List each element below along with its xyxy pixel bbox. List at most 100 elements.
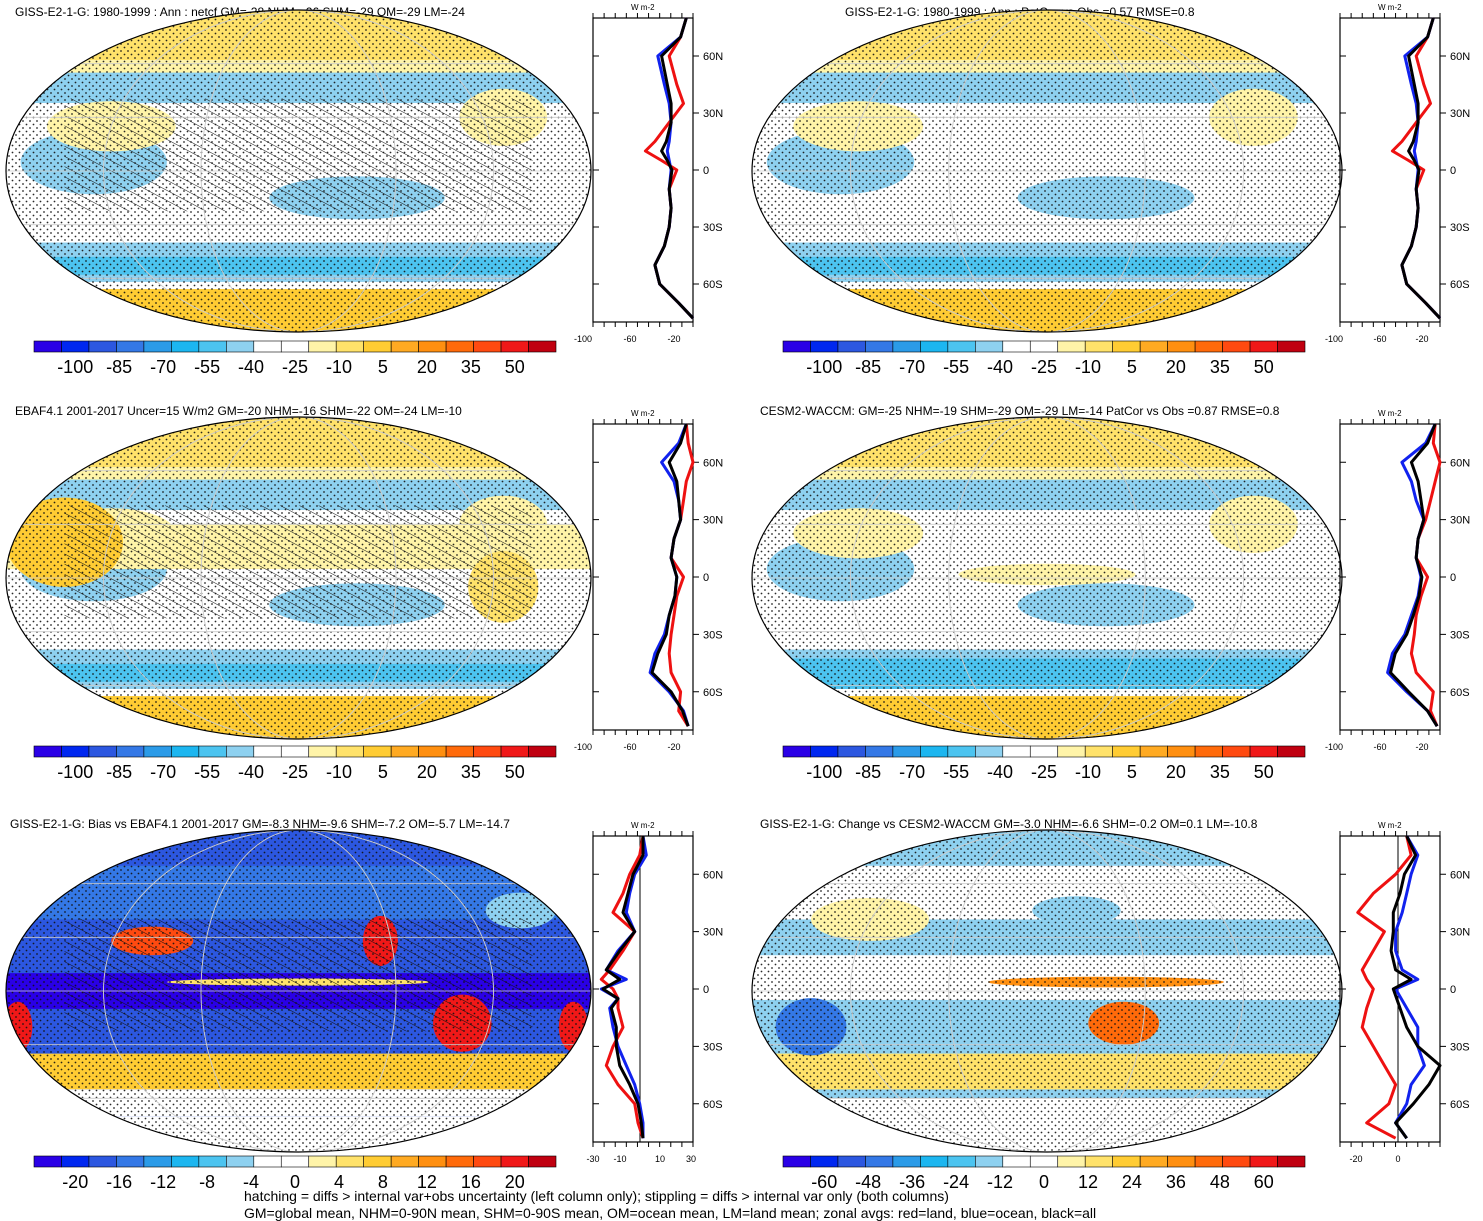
zonal-y-tick: 0 bbox=[703, 984, 709, 996]
colorbar-swatch bbox=[308, 745, 337, 758]
zonal-x-tick: -60 bbox=[1373, 334, 1386, 344]
colorbar-label: 50 bbox=[1254, 357, 1274, 377]
zonal-x-tick: -20 bbox=[667, 742, 680, 752]
colorbar-label: 35 bbox=[461, 762, 481, 782]
colorbar-swatch bbox=[1194, 340, 1223, 353]
zonal-x-tick: -100 bbox=[574, 334, 592, 344]
zonal-series-black bbox=[601, 836, 645, 1139]
zonal-y-tick: 30N bbox=[703, 108, 723, 120]
colorbar-swatch bbox=[1029, 1155, 1059, 1168]
zonal-mean-plot: W m-2 60N 30N 0 30S 60S -100 -60 -20 bbox=[574, 409, 723, 752]
colorbar-swatch bbox=[198, 745, 227, 758]
colorbar-label: 5 bbox=[1127, 357, 1137, 377]
colorbar-label: -60 bbox=[811, 1172, 837, 1192]
colorbar-label: -40 bbox=[238, 357, 264, 377]
zonal-y-tick: 30S bbox=[1450, 222, 1470, 234]
colorbar: -60 -48 -36 -24 -12 0 12 24 36 48 60 bbox=[782, 1155, 1306, 1192]
colorbar-label: -20 bbox=[62, 1172, 88, 1192]
zonal-y-tick: 60S bbox=[1450, 1099, 1470, 1111]
colorbar-swatch bbox=[1167, 745, 1196, 758]
colorbar-label: 35 bbox=[1210, 762, 1230, 782]
zonal-x-tick: -100 bbox=[574, 742, 592, 752]
map-field bbox=[6, 10, 591, 332]
zonal-series-red bbox=[1356, 835, 1413, 1140]
zonal-y-tick: 60S bbox=[703, 279, 723, 291]
colorbar-swatch bbox=[865, 340, 894, 353]
colorbar-swatch bbox=[1167, 340, 1196, 353]
zonal-x-tick: -20 bbox=[667, 334, 680, 344]
colorbar-label: -40 bbox=[987, 762, 1013, 782]
colorbar-label: -85 bbox=[855, 357, 881, 377]
colorbar-swatch bbox=[837, 745, 866, 758]
colorbar-swatch bbox=[1139, 1155, 1168, 1168]
zonal-mean-plot: W m-2 60N 30N 0 30S 60S -30 -10 10 30 bbox=[586, 821, 723, 1164]
colorbar-swatch bbox=[1002, 1155, 1031, 1168]
panel-title: GISS-E2-1-G: Change vs CESM2-WACCM GM=-3… bbox=[760, 817, 1258, 831]
colorbar-label: 24 bbox=[1122, 1172, 1142, 1192]
colorbar-swatch bbox=[920, 340, 949, 353]
colorbar-label: -40 bbox=[987, 357, 1013, 377]
colorbar-swatch bbox=[1057, 745, 1086, 758]
colorbar-label: 12 bbox=[417, 1172, 437, 1192]
zonal-y-tick: 0 bbox=[703, 165, 709, 177]
colorbar-swatch bbox=[143, 340, 172, 353]
colorbar-label: -10 bbox=[326, 357, 352, 377]
colorbar-label: -85 bbox=[106, 762, 132, 782]
colorbar-swatch bbox=[1002, 745, 1031, 758]
colorbar-label: -16 bbox=[106, 1172, 132, 1192]
panel-title: CESM2-WACCM: GM=-25 NHM=-19 SHM=-29 OM=-… bbox=[760, 404, 1280, 418]
zonal-units: W m-2 bbox=[1378, 821, 1402, 830]
colorbar-swatch bbox=[1139, 745, 1168, 758]
colorbar: -100 -85 -70 -55 -40 -25 -10 5 20 35 50 bbox=[33, 745, 557, 782]
colorbar-swatch bbox=[280, 340, 310, 353]
colorbar-label: 20 bbox=[1166, 357, 1186, 377]
panel-6: GISS-E2-1-G: Change vs CESM2-WACCM GM=-3… bbox=[751, 817, 1470, 1192]
colorbar-swatch bbox=[473, 745, 502, 758]
colorbar-swatch bbox=[198, 340, 227, 353]
colorbar-swatch bbox=[445, 745, 474, 758]
colorbar-label: -10 bbox=[1075, 762, 1101, 782]
colorbar-swatch bbox=[363, 1155, 392, 1168]
colorbar-swatch bbox=[528, 745, 557, 758]
colorbar-swatch bbox=[1249, 340, 1278, 353]
map-field bbox=[6, 417, 591, 739]
zonal-units: W m-2 bbox=[631, 821, 655, 830]
zonal-y-tick: 30S bbox=[1450, 1041, 1470, 1053]
colorbar-swatch bbox=[226, 340, 255, 353]
zonal-series-black bbox=[1400, 17, 1442, 320]
map-outline bbox=[5, 9, 592, 333]
colorbar-swatch bbox=[1167, 1155, 1196, 1168]
colorbar-swatch bbox=[1002, 340, 1031, 353]
map-field bbox=[752, 830, 1342, 1152]
colorbar-label: -12 bbox=[987, 1172, 1013, 1192]
zonal-x-tick: -100 bbox=[1325, 742, 1343, 752]
colorbar-label: -4 bbox=[243, 1172, 259, 1192]
colorbar-label: -40 bbox=[238, 762, 264, 782]
panel-title: GISS-E2-1-G: Bias vs EBAF4.1 2001-2017 G… bbox=[10, 817, 510, 831]
zonal-y-tick: 30N bbox=[703, 515, 723, 527]
colorbar-swatch bbox=[892, 340, 921, 353]
map-outline bbox=[751, 416, 1343, 740]
colorbar-label: -48 bbox=[855, 1172, 881, 1192]
map-field bbox=[752, 417, 1342, 739]
zonal-x-tick: 0 bbox=[1395, 1154, 1400, 1164]
colorbar-swatch bbox=[1277, 745, 1306, 758]
colorbar-swatch bbox=[865, 745, 894, 758]
zonal-units: W m-2 bbox=[631, 409, 655, 418]
colorbar-swatch bbox=[390, 340, 419, 353]
colorbar-swatch bbox=[782, 340, 811, 353]
zonal-x-tick: 30 bbox=[686, 1154, 696, 1164]
map-outline bbox=[5, 416, 592, 740]
colorbar-label: -8 bbox=[199, 1172, 215, 1192]
colorbar-label: -70 bbox=[899, 762, 925, 782]
colorbar-swatch bbox=[143, 745, 172, 758]
zonal-y-tick: 0 bbox=[1450, 165, 1456, 177]
colorbar-swatch bbox=[33, 340, 62, 353]
colorbar-label: -10 bbox=[326, 762, 352, 782]
map-field bbox=[6, 830, 591, 1152]
colorbar-swatch bbox=[975, 745, 1004, 758]
colorbar-swatch bbox=[445, 340, 474, 353]
colorbar-swatch bbox=[1139, 340, 1168, 353]
colorbar-swatch bbox=[473, 1155, 502, 1168]
colorbar-swatch bbox=[892, 1155, 921, 1168]
